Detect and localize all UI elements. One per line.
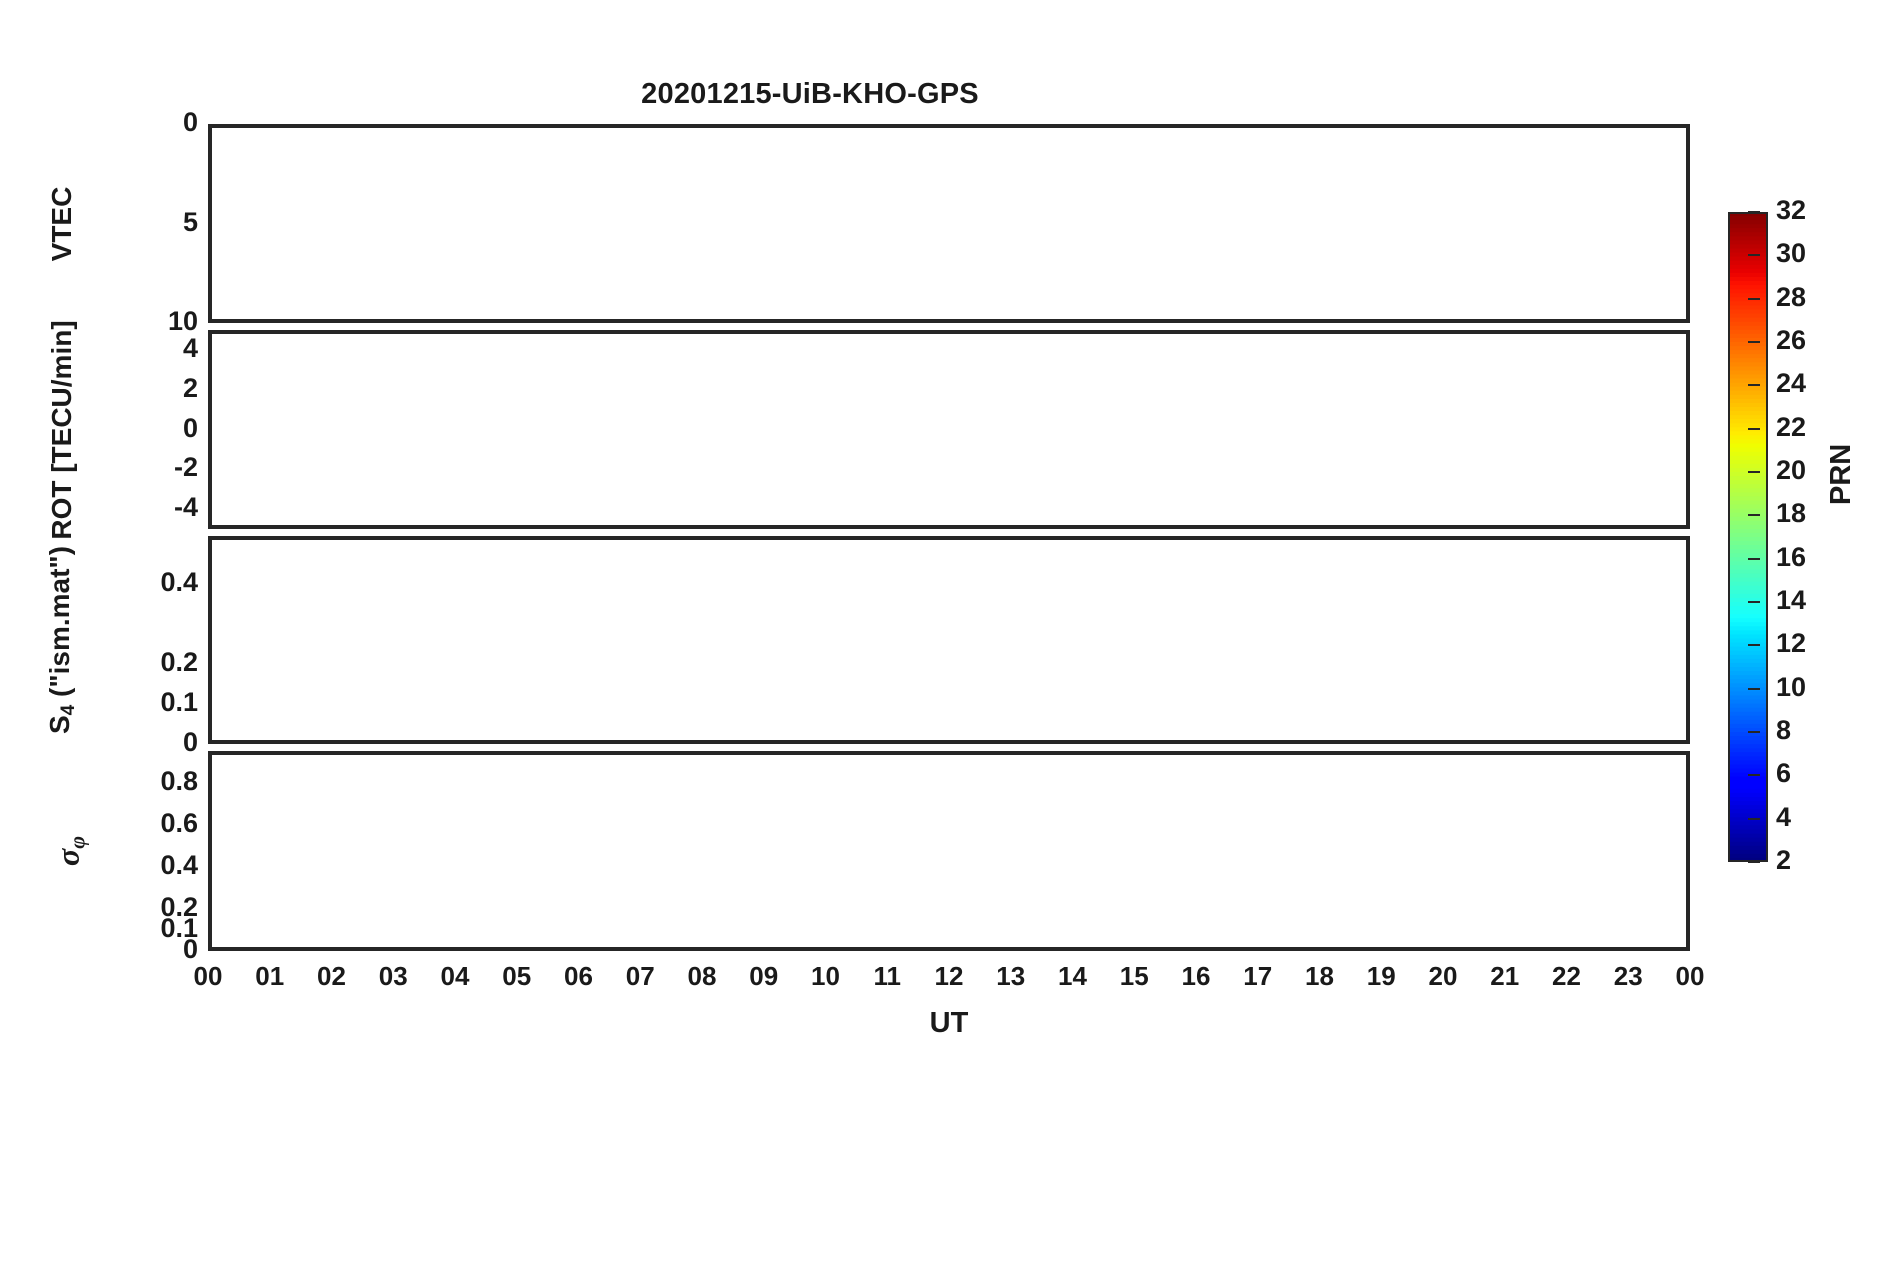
colorbar-tick-mark: [1748, 384, 1760, 387]
xtick-13-13: 13: [996, 961, 1026, 991]
panel-sigma-phi-ylabel: σφ: [49, 836, 90, 866]
xtick-09-9: 09: [749, 961, 779, 991]
panel-s4-frame: [208, 536, 1690, 744]
ytick-rot: -2: [173, 452, 198, 483]
colorbar-tick-mark: [1748, 471, 1760, 473]
colorbar-tick-label: 30: [1776, 238, 1807, 269]
xtick-23-23: 23: [1613, 961, 1643, 991]
colorbar-tick-mark: [1748, 774, 1760, 777]
colorbar-tick-label: 26: [1776, 325, 1807, 355]
xtick-11-11: 11: [873, 961, 902, 991]
xtick-16-16: 16: [1181, 961, 1211, 991]
xtick-01-1: 01: [255, 961, 285, 991]
colorbar-tick-mark: [1748, 254, 1760, 257]
panel-sigma-phi: [208, 751, 1690, 951]
panel-vtec: [208, 124, 1690, 323]
xtick-00-24: 00: [1675, 961, 1705, 991]
xtick-12-12: 12: [934, 961, 964, 991]
xtick-02-2: 02: [317, 961, 346, 991]
panel-s4-ylabel: S4 ("ism.mat"): [43, 545, 80, 735]
ytick-rot: 2: [182, 372, 198, 403]
page-title: 20201215-UiB-KHO-GPS: [641, 78, 979, 110]
ytick-sigma_phi: 0.1: [160, 912, 198, 943]
colorbar-tick-label: 18: [1776, 498, 1807, 529]
colorbar-tick-mark: [1748, 644, 1760, 647]
colorbar-tick-mark: [1748, 427, 1760, 430]
colorbar-tick-label: 16: [1776, 541, 1807, 572]
panel-rot: [208, 330, 1690, 529]
xtick-10-10: 10: [811, 961, 840, 991]
xtick-04-4: 04: [440, 961, 470, 991]
colorbar-tick-mark: [1748, 861, 1760, 863]
colorbar-tick-label: 22: [1776, 411, 1807, 442]
xtick-22-22: 22: [1552, 961, 1581, 991]
xtick-20-20: 20: [1428, 961, 1458, 991]
colorbar[interactable]: [1728, 212, 1768, 863]
panel-vtec-ylabel: VTEC: [46, 186, 77, 261]
panel-rot-ylabel: ROT [TECU/min]: [46, 319, 77, 540]
panel-sigma-phi-frame: [208, 751, 1690, 951]
colorbar-tick-mark: [1748, 687, 1760, 690]
colorbar-tick-label: 4: [1776, 801, 1792, 832]
colorbar-tick-label: 32: [1776, 195, 1807, 225]
xtick-06-6: 06: [564, 961, 593, 991]
xtick-05-5: 05: [502, 961, 532, 991]
ytick-rot: 0: [182, 412, 198, 443]
colorbar-tick-label: 10: [1776, 671, 1807, 702]
ytick-vtec: 5: [182, 206, 198, 237]
colorbar-tick-mark: [1748, 297, 1760, 300]
colorbar-tick-label: 8: [1776, 715, 1792, 745]
x-axis-label: UT: [929, 1007, 969, 1039]
colorbar-tick-label: 28: [1776, 281, 1807, 312]
ytick-sigma_phi: 0.8: [160, 765, 198, 796]
colorbar-frame: [1728, 212, 1768, 862]
xtick-21-21: 21: [1490, 961, 1520, 991]
xtick-19-19: 19: [1366, 961, 1396, 991]
colorbar-tick-mark: [1748, 557, 1760, 560]
xtick-17-17: 17: [1243, 961, 1273, 991]
ytick-rot: -4: [173, 492, 198, 523]
xtick-14-14: 14: [1058, 961, 1087, 991]
colorbar-tick-mark: [1748, 601, 1760, 603]
ytick-vtec: 10: [167, 306, 198, 336]
colorbar-title: PRN: [1825, 443, 1857, 505]
colorbar-tick-mark: [1748, 211, 1760, 213]
ytick-s4: 0.4: [160, 567, 198, 597]
colorbar-tick-label: 6: [1776, 758, 1792, 789]
ytick-s4: 0.2: [160, 647, 198, 677]
colorbar-tick-label: 20: [1776, 455, 1807, 485]
ytick-sigma_phi: 0.2: [160, 891, 198, 922]
ytick-vtec: 0: [182, 107, 198, 137]
ytick-sigma_phi: 0.4: [160, 849, 198, 880]
ytick-s4: 0: [182, 727, 198, 757]
panel-vtec-frame: [208, 124, 1690, 323]
colorbar-tick-mark: [1748, 341, 1760, 343]
xtick-07-7: 07: [625, 961, 655, 991]
colorbar-tick-mark: [1748, 514, 1760, 517]
ytick-s4: 0.1: [160, 687, 198, 717]
colorbar-tick-label: 14: [1776, 585, 1807, 615]
colorbar-tick-mark: [1748, 817, 1760, 820]
panel-rot-frame: [208, 330, 1690, 529]
xtick-08-8: 08: [687, 961, 717, 991]
xtick-18-18: 18: [1305, 961, 1334, 991]
colorbar-tick-label: 12: [1776, 628, 1807, 659]
ytick-rot: 4: [182, 332, 198, 363]
colorbar-tick-label: 2: [1776, 845, 1792, 875]
xtick-03-3: 03: [378, 961, 408, 991]
xtick-00-0: 00: [193, 961, 223, 991]
colorbar-tick-mark: [1748, 731, 1760, 733]
ytick-sigma_phi: 0: [182, 934, 198, 964]
ytick-sigma_phi: 0.6: [160, 807, 198, 838]
panel-s4: [208, 536, 1690, 744]
colorbar-tick-label: 24: [1776, 368, 1807, 399]
xtick-15-15: 15: [1119, 961, 1149, 991]
